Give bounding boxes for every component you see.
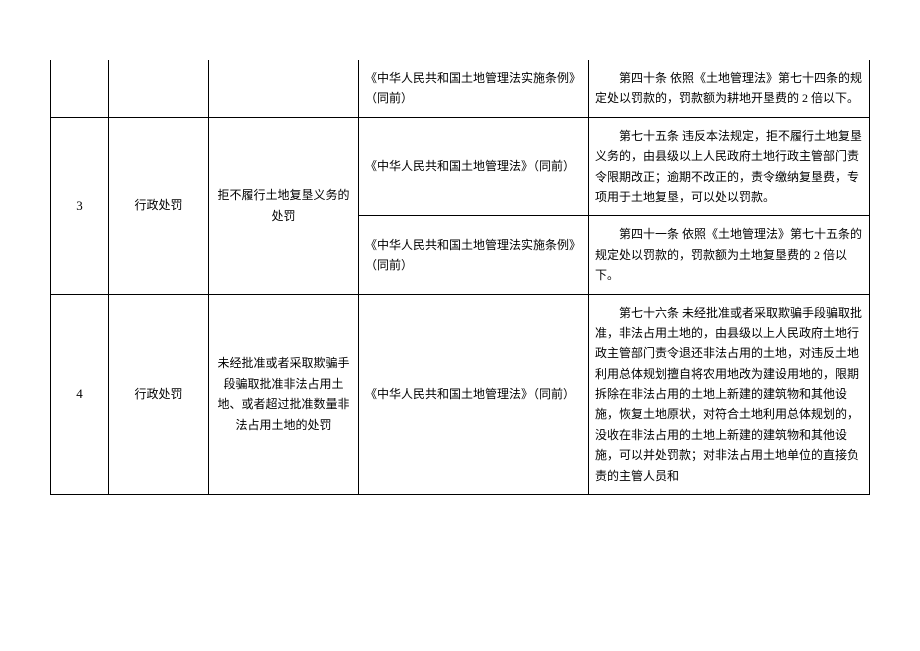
penalty-table: 《中华人民共和国土地管理法实施条例》（同前） 第四十条 依照《土地管理法》第七十… <box>50 60 870 495</box>
cell-item-empty <box>209 60 359 117</box>
cell-item: 未经批准或者采取欺骗手段骗取批准非法占用土地、或者超过批准数量非法占用土地的处罚 <box>209 294 359 495</box>
cell-num: 4 <box>51 294 109 495</box>
cell-num: 3 <box>51 117 109 294</box>
cell-type: 行政处罚 <box>109 294 209 495</box>
cell-basis: 《中华人民共和国土地管理法》（同前） <box>359 294 589 495</box>
table-row: 4 行政处罚 未经批准或者采取欺骗手段骗取批准非法占用土地、或者超过批准数量非法… <box>51 294 870 495</box>
cell-basis: 《中华人民共和国土地管理法》（同前） <box>359 117 589 216</box>
cell-num-empty <box>51 60 109 117</box>
cell-type: 行政处罚 <box>109 117 209 294</box>
cell-basis: 《中华人民共和国土地管理法实施条例》（同前） <box>359 60 589 117</box>
cell-content: 第七十五条 违反本法规定，拒不履行土地复垦义务的，由县级以上人民政府土地行政主管… <box>589 117 870 216</box>
cell-content: 第四十条 依照《土地管理法》第七十四条的规定处以罚款的，罚款额为耕地开垦费的 2… <box>589 60 870 117</box>
cell-basis: 《中华人民共和国土地管理法实施条例》（同前） <box>359 216 589 294</box>
cell-content: 第七十六条 未经批准或者采取欺骗手段骗取批准，非法占用土地的，由县级以上人民政府… <box>589 294 870 495</box>
table-row: 3 行政处罚 拒不履行土地复垦义务的处罚 《中华人民共和国土地管理法》（同前） … <box>51 117 870 216</box>
cell-type-empty <box>109 60 209 117</box>
cell-content: 第四十一条 依照《土地管理法》第七十五条的规定处以罚款的，罚款额为土地复垦费的 … <box>589 216 870 294</box>
cell-item: 拒不履行土地复垦义务的处罚 <box>209 117 359 294</box>
table-row: 《中华人民共和国土地管理法实施条例》（同前） 第四十条 依照《土地管理法》第七十… <box>51 60 870 117</box>
